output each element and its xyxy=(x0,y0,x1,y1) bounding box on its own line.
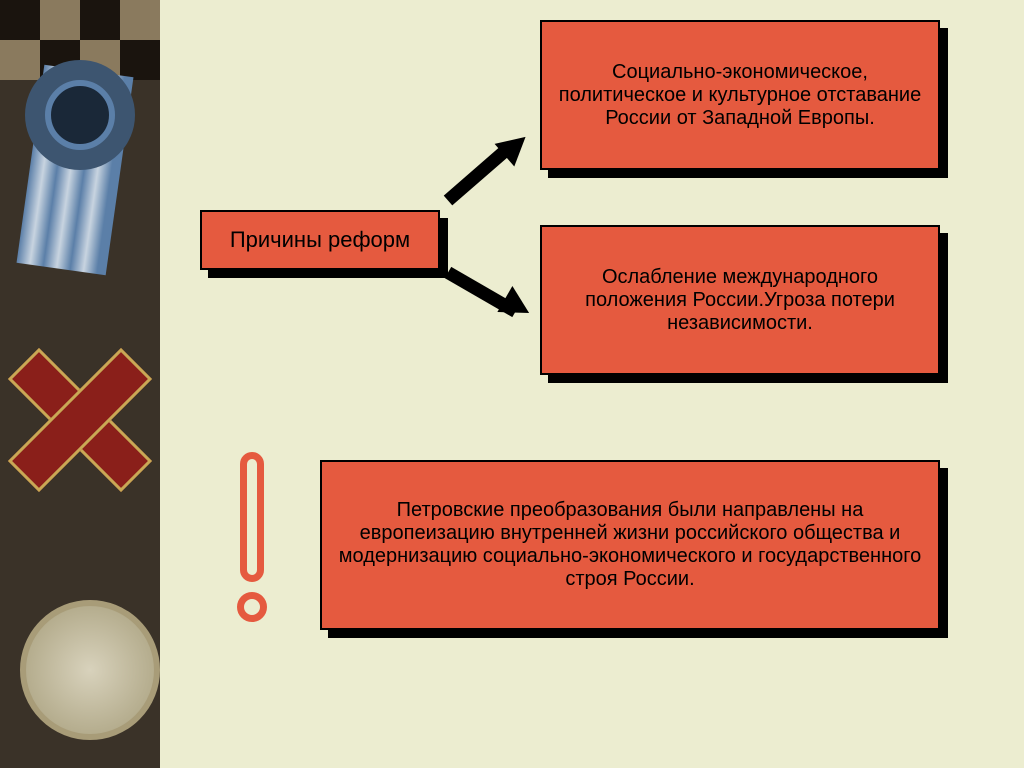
reason2-box: Ослабление международного положения Росс… xyxy=(540,225,940,375)
rosette-center-decor xyxy=(45,80,115,150)
reason1-box: Социально-экономическое, политическое и … xyxy=(540,20,940,170)
exclamation-icon xyxy=(240,452,267,622)
decorative-sidebar xyxy=(0,0,160,768)
arrow-to-reason2 xyxy=(444,260,544,340)
reason1-text: Социально-экономическое, политическое и … xyxy=(556,61,924,130)
causes-text: Причины реформ xyxy=(230,227,410,253)
arrow-to-reason1 xyxy=(444,140,544,230)
reason2-text: Ослабление международного положения Росс… xyxy=(556,266,924,335)
conclusion-text: Петровские преобразования были направлен… xyxy=(336,499,924,591)
cross-medal-decor xyxy=(0,340,160,500)
compass-decor xyxy=(20,600,160,740)
causes-box: Причины реформ xyxy=(200,210,440,270)
conclusion-box: Петровские преобразования были направлен… xyxy=(320,460,940,630)
